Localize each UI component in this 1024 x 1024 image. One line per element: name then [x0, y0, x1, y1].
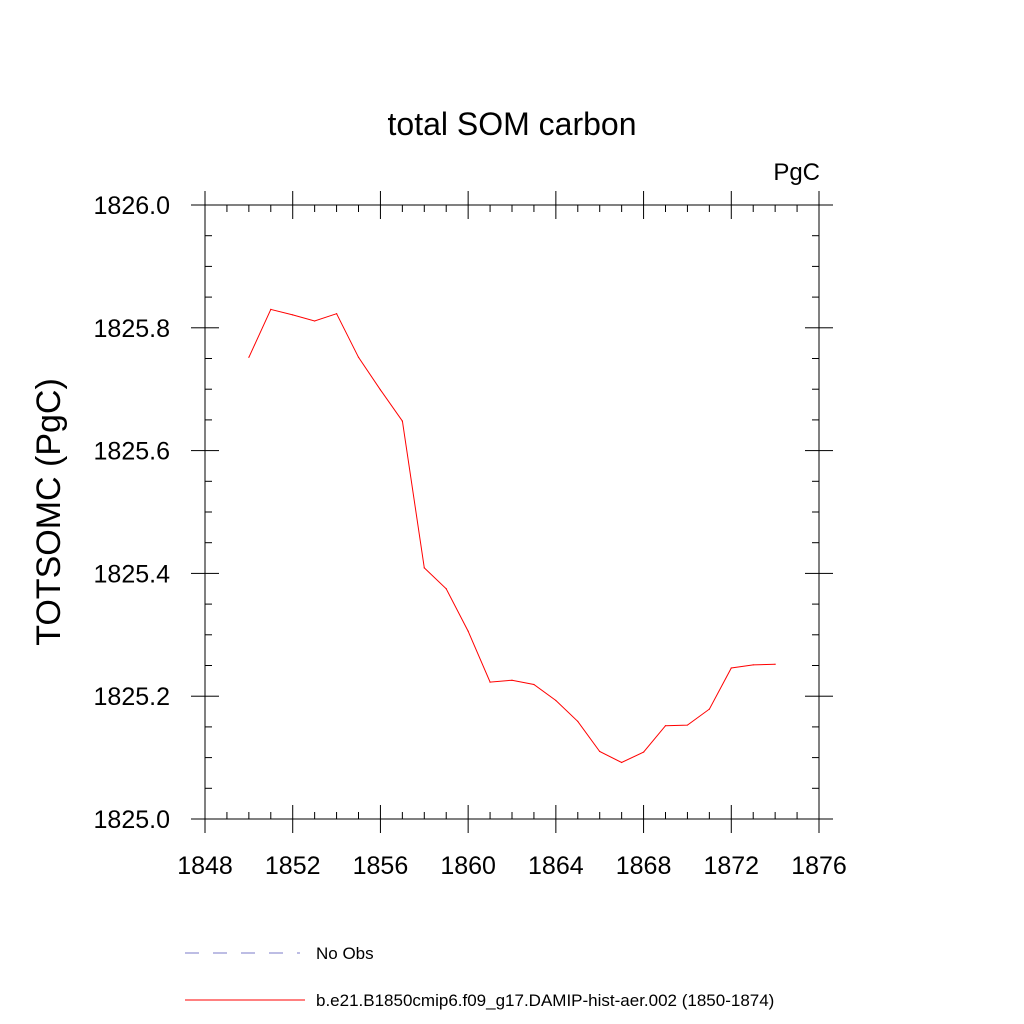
data-point: [599, 750, 601, 753]
y-tick-label: 1825.4: [94, 560, 171, 588]
data-point: [379, 389, 382, 391]
units-label: PgC: [773, 159, 820, 186]
legend-label-series: b.e21.B1850cmip6.f09_g17.DAMIP-hist-aer.…: [316, 991, 774, 1010]
x-tick-label: 1868: [616, 852, 672, 880]
data-point: [708, 708, 710, 710]
data-point: [533, 683, 535, 686]
x-tick-label: 1856: [353, 852, 409, 880]
data-point: [730, 667, 732, 669]
x-tick-label: 1852: [265, 852, 321, 880]
data-point: [423, 567, 425, 569]
data-point: [686, 724, 689, 726]
y-tick-label: 1825.0: [94, 806, 170, 834]
x-tick-label: 1872: [703, 852, 759, 880]
data-point: [401, 420, 403, 422]
data-point: [664, 725, 667, 727]
data-point: [248, 356, 250, 358]
chart-title: total SOM carbon: [388, 106, 637, 142]
x-tick-label: 1860: [440, 852, 496, 880]
y-tick-label: 1826.0: [94, 192, 170, 220]
data-point: [314, 320, 316, 322]
data-point: [621, 761, 623, 764]
x-axis-ticks: 1848 1852 1856 1860 1864 1868 1872 1876: [177, 191, 847, 880]
x-tick-label: 1848: [177, 852, 233, 880]
data-point: [555, 699, 557, 702]
series-line: [248, 308, 776, 764]
legend: No Obs b.e21.B1850cmip6.f09_g17.DAMIP-hi…: [185, 944, 774, 1010]
y-tick-label: 1825.6: [94, 438, 170, 466]
x-tick-label: 1864: [528, 852, 584, 880]
data-point: [577, 720, 579, 722]
x-tick-label: 1876: [791, 852, 847, 880]
y-tick-label: 1825.8: [94, 315, 170, 343]
data-point: [752, 664, 754, 666]
data-point: [467, 630, 469, 632]
y-axis-label: TOTSOMC (PgC): [30, 378, 68, 646]
data-point: [489, 681, 491, 683]
y-tick-label: 1825.2: [94, 683, 170, 711]
legend-label-no-obs: No Obs: [316, 944, 374, 963]
data-point: [774, 663, 776, 665]
data-point: [357, 356, 360, 358]
plot-frame: [204, 204, 820, 820]
data-point: [335, 313, 338, 315]
series-group: [248, 308, 776, 764]
data-point: [511, 679, 513, 681]
data-point: [270, 308, 272, 310]
data-point: [292, 314, 294, 316]
data-point: [445, 588, 447, 590]
data-point: [642, 751, 645, 753]
y-axis-ticks: 1825.0 1825.2 1825.4 1825.6 1825.8 1826.0: [94, 192, 833, 834]
